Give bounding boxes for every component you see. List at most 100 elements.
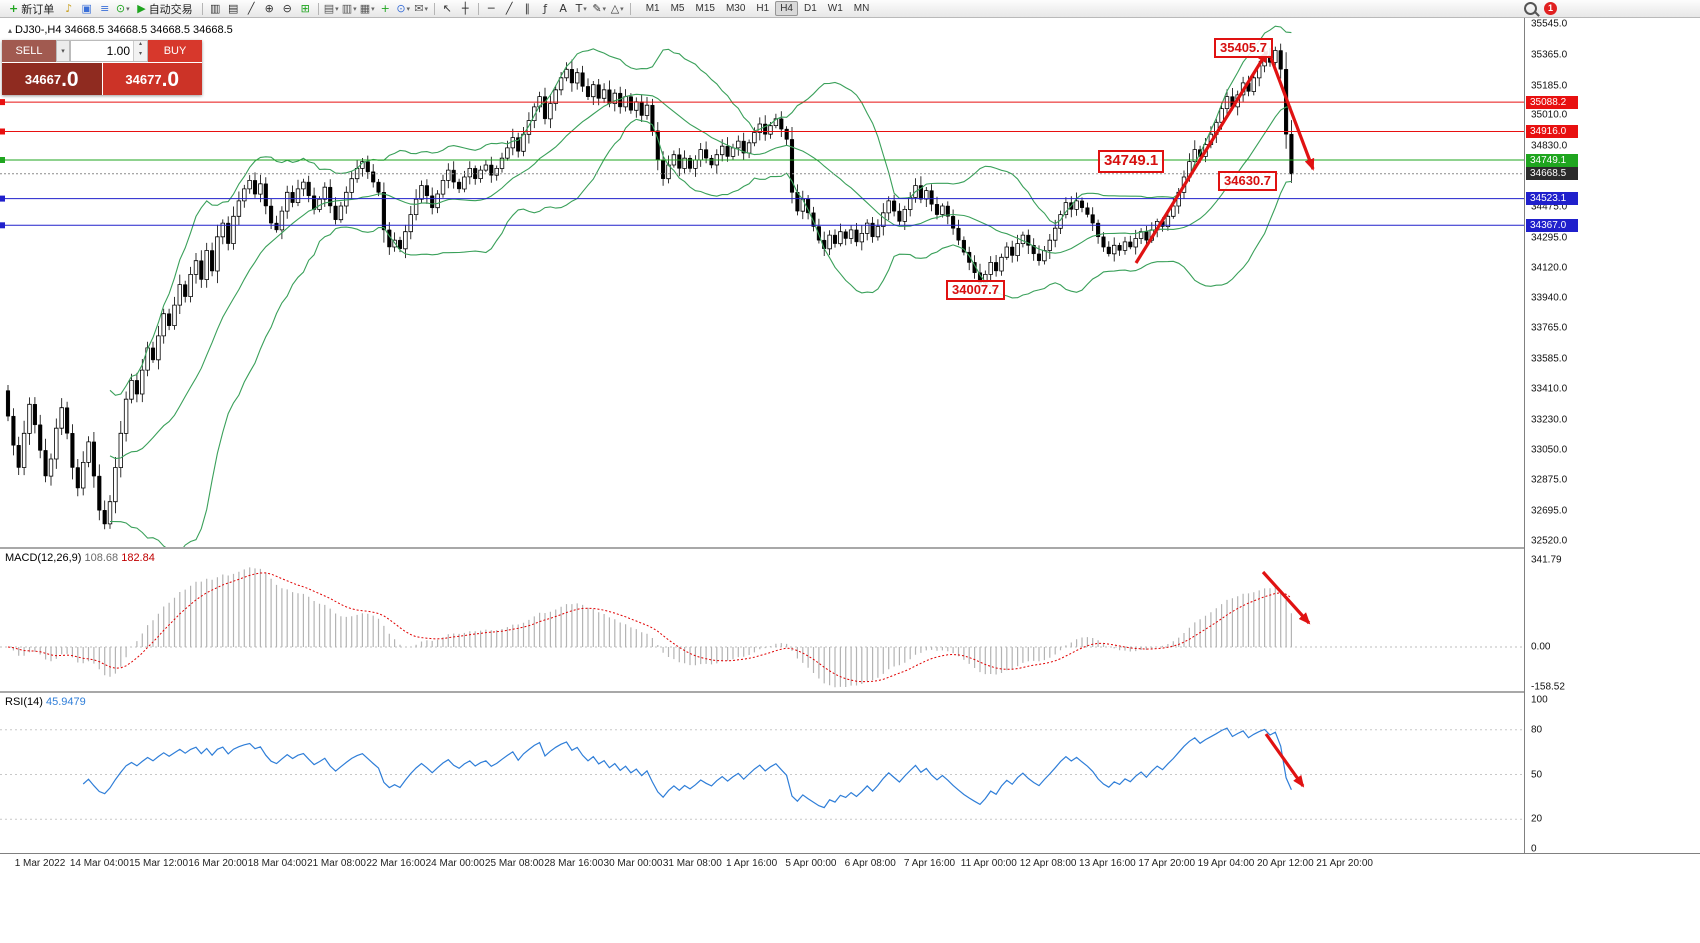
time-axis-label: 24 Mar 00:00 [425,858,485,869]
chevron-down-icon: ▾ [406,4,411,13]
text-icon[interactable]: A [555,1,572,16]
horizontal-line-icon[interactable]: ─ [483,1,500,16]
main-chart-pane[interactable] [0,18,1524,554]
time-axis-label: 13 Apr 16:00 [1079,858,1136,869]
volume-input[interactable] [71,41,133,61]
chevron-down-icon: ▾ [371,4,375,13]
price-axis-tick: 32695.0 [1531,505,1568,517]
toolbar: + 新订单 ♪ ▣ ≡ ⊙ ▾ ▶ 自动交易 ▥ ▤ ╱ ⊕ ⊖ ⊞ ▤ ▾ ▥ ▾ ▦ ▾ + ⊙ ▾ ✉ ▾ ↖ ┼ ─ ╱ ∥ ƒ A T ▾… [0,0,1700,18]
pane-splitter[interactable] [0,547,1700,549]
volume-dropdown-button[interactable]: ▾ [56,40,70,62]
line-chart-icon-glyph: ╱ [247,2,255,15]
annotation-label: 35405.7 [1214,38,1273,59]
rsi-axis-tick: 20 [1531,813,1543,825]
time-axis[interactable]: 1 Mar 2022 14 Mar 04:00 15 Mar 12:00 16 Mar… [0,853,1700,876]
time-axis-label: 18 Mar 04:00 [247,858,307,869]
timeframe-button-m15[interactable]: M15 [695,3,715,14]
layout-grid-icon[interactable]: ▦ ▾ [359,1,376,16]
label-icon[interactable]: T ▾ [573,1,590,16]
sell-price[interactable]: 34667.0 [2,63,102,95]
rsi-pane[interactable] [0,693,1524,853]
zoom-in-icon[interactable]: ⊕ [261,1,278,16]
volume-up-button[interactable]: ▴ [134,41,147,51]
price-tag: 34523.1 [1526,192,1578,206]
price-axis[interactable]: 35545.035365.035185.035010.034830.034650… [1524,18,1700,875]
search-icon[interactable] [1524,2,1537,15]
toolbar-separator [201,2,203,15]
new-order-glyph: + [9,2,19,15]
toolbar-separator [433,2,435,15]
time-axis-label: 20 Apr 12:00 [1256,858,1314,869]
market-list-icon[interactable]: ≡ [96,1,113,16]
sound-icon[interactable]: ♪ [60,1,77,16]
chart-window-icon[interactable]: ▣ [78,1,95,16]
trendline-icon[interactable]: ╱ [501,1,518,16]
annotation-label: 34007.7 [946,280,1005,301]
channel-icon[interactable]: ∥ [519,1,536,16]
candle-chart-icon[interactable]: ▥ [207,1,224,16]
buy-button[interactable]: BUY [148,40,202,62]
timeframe-button-m1[interactable]: M1 [645,3,660,14]
price-axis-tick: 33940.0 [1531,292,1568,304]
navigator-icon[interactable]: ⊙ ▾ [114,1,131,16]
sell-price-main: 34667 [24,71,62,87]
toolbar-separator [317,2,319,15]
rsi-axis-tick: 100 [1531,694,1548,706]
chevron-down-icon: ▾ [620,4,624,13]
crosshair-icon[interactable]: ┼ [457,1,474,16]
chevron-down-icon: ▾ [335,4,339,13]
timeframe-button-w1[interactable]: W1 [827,3,843,14]
shapes-icon[interactable]: △ ▾ [609,1,626,16]
bar-chart-icon[interactable]: ▤ [225,1,242,16]
main-chart-canvas[interactable] [0,18,1524,554]
sell-button[interactable]: SELL [2,40,56,62]
notification-badge[interactable]: 1 [1544,2,1557,15]
draw-icon[interactable]: ✎ ▾ [591,1,608,16]
macd-axis-tick: -158.52 [1531,681,1565,693]
volume-down-button[interactable]: ▾ [134,51,147,61]
chart-ohlc-label: ▴ DJ30-,H4 34668.5 34668.5 34668.5 34668.… [8,24,233,36]
pane-splitter[interactable] [0,691,1700,693]
rsi-canvas[interactable] [0,693,1524,853]
fibonacci-icon[interactable]: ƒ [537,1,554,16]
auto-trading-button[interactable]: ▶ 自动交易 [132,1,197,16]
price-tag: 34367.0 [1526,218,1578,232]
chevron-down-icon: ▾ [126,4,130,13]
new-order-button[interactable]: + 新订单 [4,1,59,16]
cursor-icon-glyph: ↖ [442,2,452,15]
clock-icon[interactable]: ⊙ ▾ [395,1,412,16]
chevron-down-icon: ▾ [424,4,429,13]
timeframe-button-d1[interactable]: D1 [804,3,817,14]
price-axis-tick: 33410.0 [1531,383,1568,395]
auto-trading-button-label: 自动交易 [148,3,193,16]
add-chart-icon[interactable]: + [377,1,394,16]
timeframe-button-h1[interactable]: H1 [756,3,770,14]
mail-icon[interactable]: ✉ ▾ [413,1,430,16]
price-axis-tick: 33765.0 [1531,322,1568,334]
rsi-axis-tick: 80 [1531,724,1543,736]
zoom-out-icon[interactable]: ⊖ [279,1,296,16]
layout-shift-icon[interactable]: ▥ ▾ [341,1,358,16]
buy-price[interactable]: 34677.0 [102,63,202,95]
time-axis-label: 6 Apr 08:00 [844,858,896,869]
time-axis-label: 30 Mar 00:00 [603,858,663,869]
timeframe-button-h4[interactable]: H4 [775,1,798,16]
label-icon-glyph: T [575,2,583,15]
price-tag: 34916.0 [1526,124,1578,138]
timeframe-button-mn[interactable]: MN [853,3,870,14]
macd-pane[interactable] [0,549,1524,691]
annotation-label: 34749.1 [1098,150,1165,173]
layout-scroll-icon[interactable]: ▤ ▾ [323,1,340,16]
cursor-icon[interactable]: ↖ [439,1,456,16]
chart-symbol-icon: ▴ [8,26,13,35]
zoom-in-icon-glyph: ⊕ [264,2,274,15]
macd-canvas[interactable] [0,549,1524,691]
macd-signal-value: 182.84 [121,552,155,564]
rsi-label: RSI(14) 45.9479 [5,696,86,708]
timeframe-button-m30[interactable]: M30 [725,3,746,14]
timeframe-button-m5[interactable]: M5 [670,3,685,14]
line-chart-icon[interactable]: ╱ [243,1,260,16]
time-axis-label: 28 Mar 16:00 [544,858,604,869]
tile-windows-icon[interactable]: ⊞ [297,1,314,16]
